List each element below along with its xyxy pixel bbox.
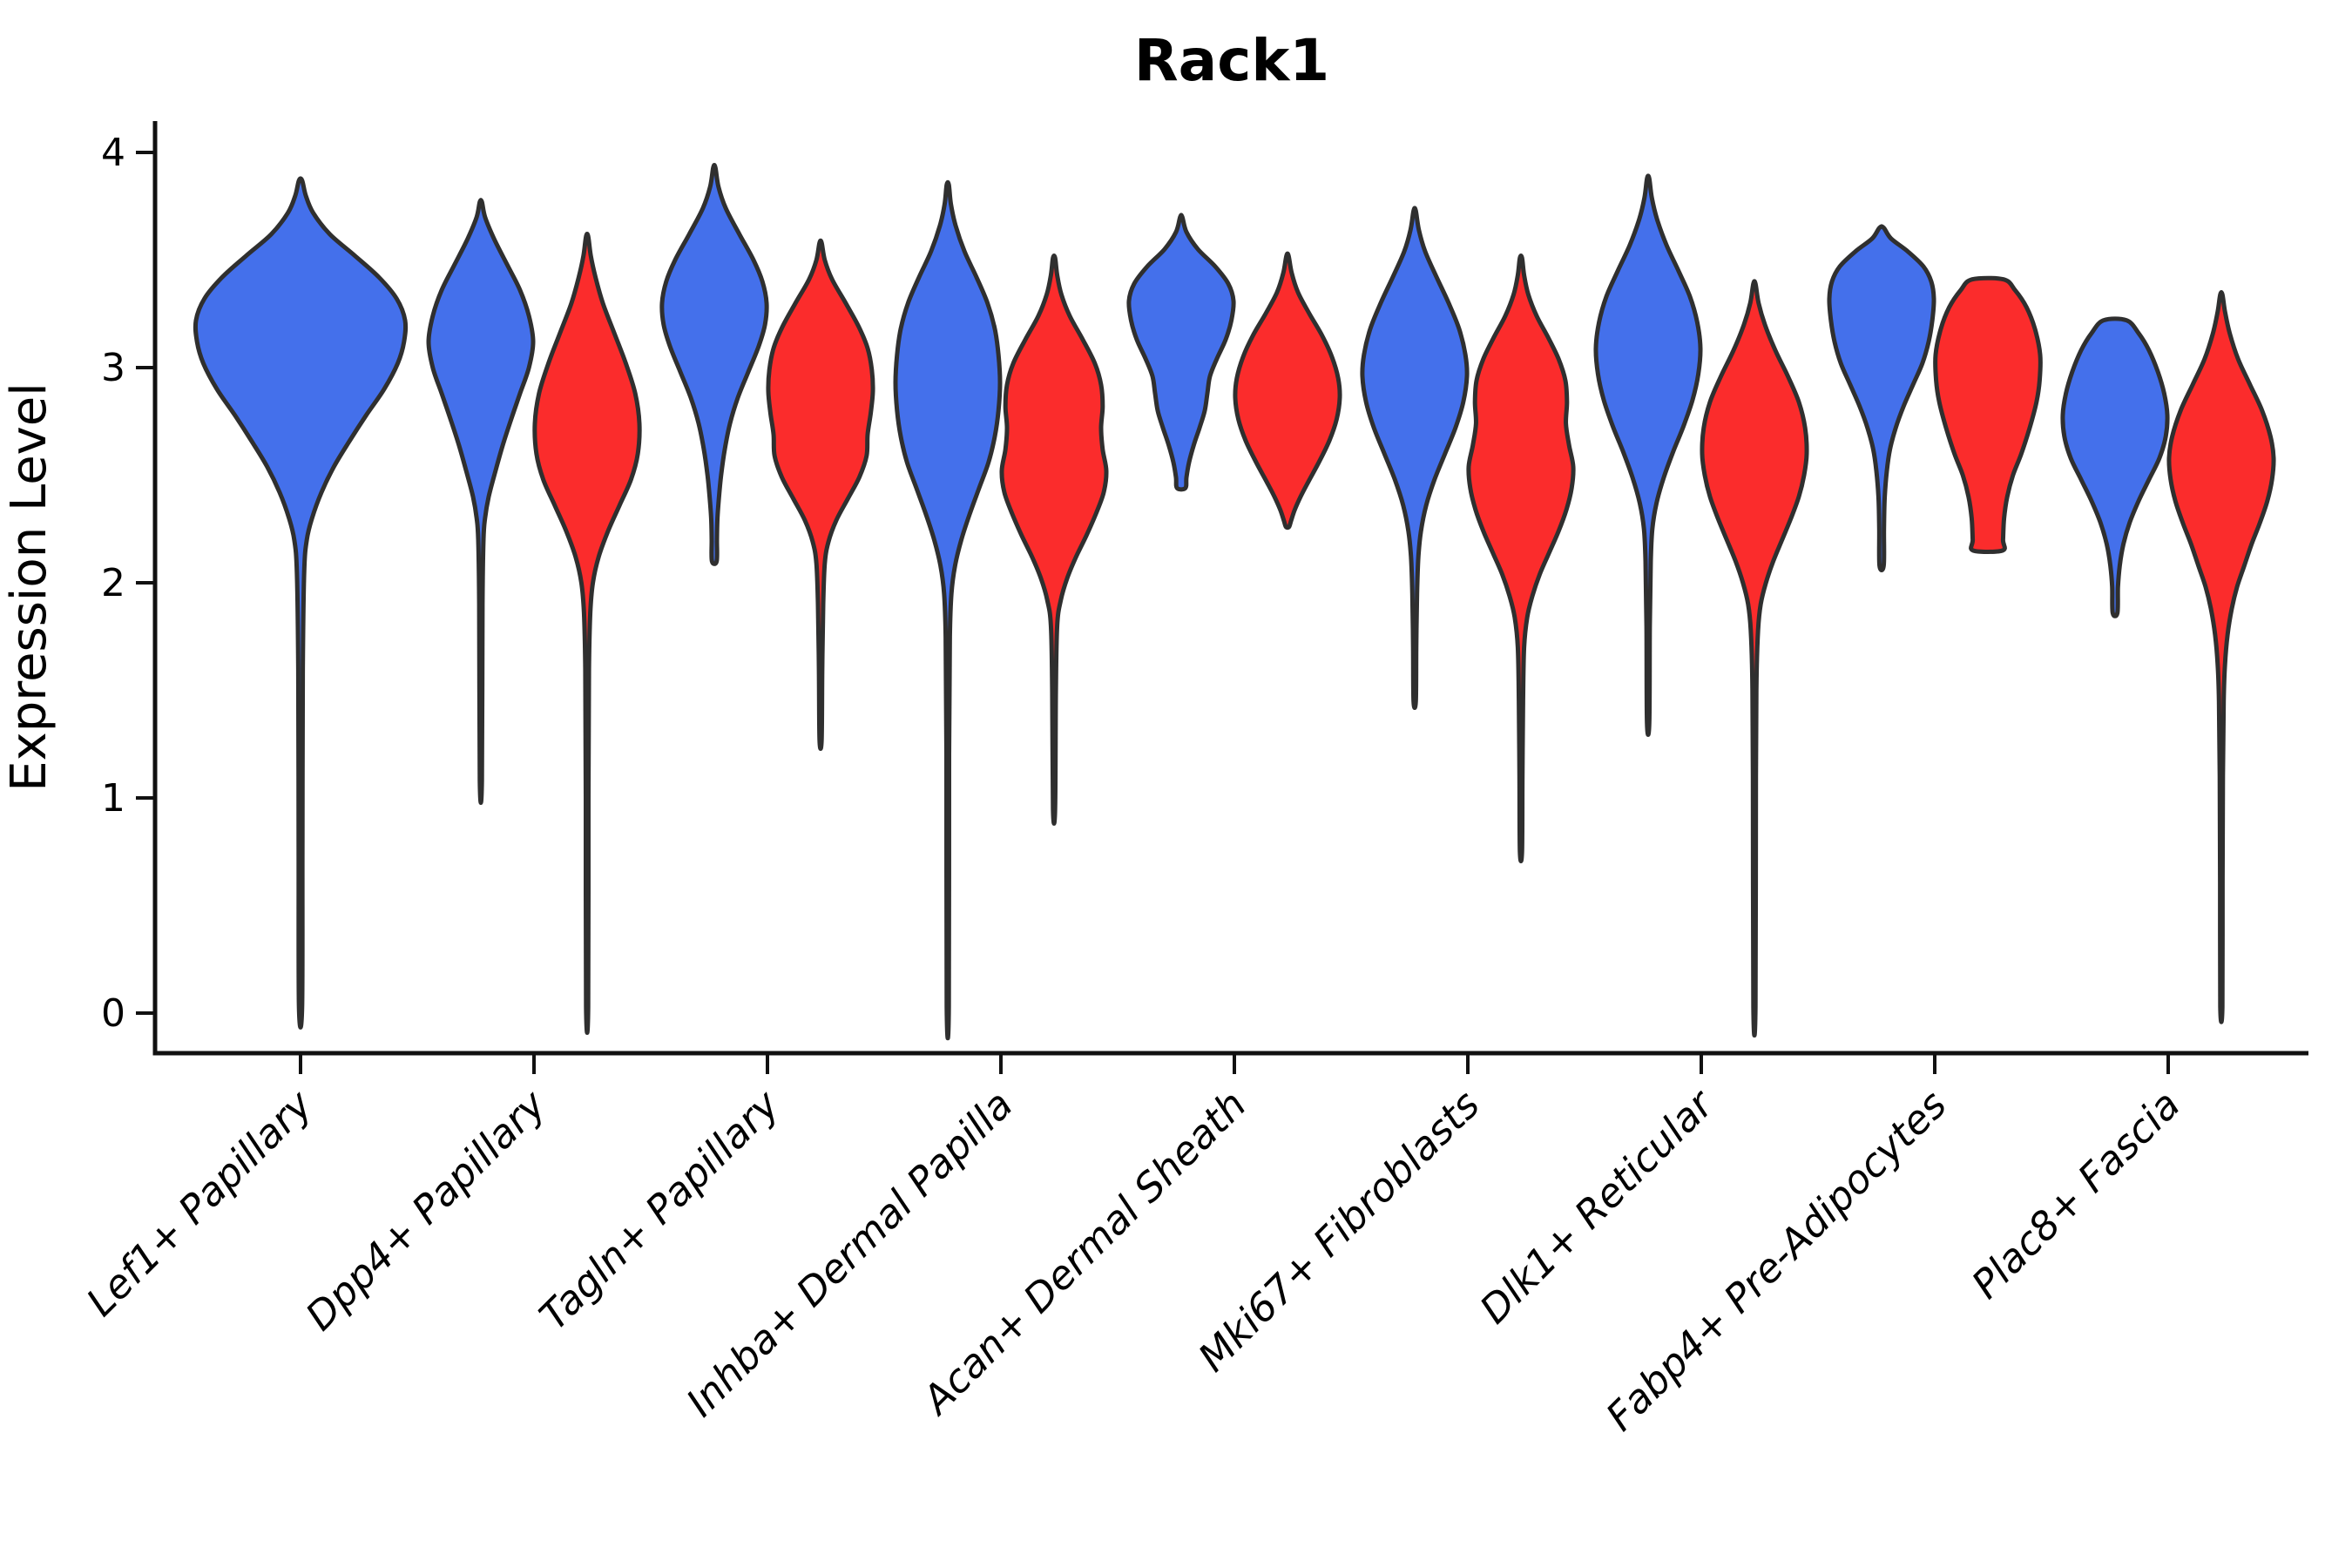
violin-inhba-dermal-papilla-blue (893, 179, 1003, 1041)
chart-title: Rack1 (1134, 27, 1329, 94)
violin-fabp4-pre-adipocytes-red (1933, 275, 2043, 554)
y-tick-label: 0 (101, 991, 125, 1036)
violin-acan-dermal-sheath-red (1233, 251, 1342, 531)
violin-dlk1-reticular-red (1700, 279, 1809, 1038)
x-category-label: Tagln+ Papillary (531, 1080, 789, 1339)
violin-dlk1-reticular-blue (1593, 173, 1703, 737)
violin-acan-dermal-sheath-blue (1126, 213, 1236, 492)
violin-mki67-fibroblasts-red (1466, 253, 1576, 864)
violins-layer (193, 163, 2276, 1041)
x-category-label: Lef1+ Papillary (78, 1080, 322, 1325)
x-category-label: Dlk1+ Reticular (1470, 1080, 1723, 1333)
y-tick-label: 1 (101, 776, 125, 821)
violin-fabp4-pre-adipocytes-blue (1827, 224, 1936, 572)
y-tick-label: 3 (101, 346, 125, 390)
y-tick-label: 2 (101, 561, 125, 605)
violin-inhba-dermal-papilla-red (999, 253, 1109, 826)
violin-plac8-fascia-blue (2060, 316, 2170, 618)
x-category-label: Plac8+ Fascia (1963, 1081, 2189, 1308)
violin-tagln-papillary-blue (659, 163, 769, 566)
violin-lef1-papillary-blue (193, 176, 409, 1030)
violin-mki67-fibroblasts-blue (1360, 206, 1470, 711)
violin-tagln-papillary-red (766, 238, 875, 751)
y-axis-label: Expression Level (1, 382, 57, 792)
violin-dpp4-papillary-red (532, 232, 642, 1036)
y-tick-label: 4 (101, 131, 125, 175)
violin-plac8-fascia-red (2166, 290, 2276, 1024)
x-category-label: Dpp4+ Papillary (297, 1080, 556, 1339)
violin-dpp4-papillary-blue (426, 198, 536, 805)
